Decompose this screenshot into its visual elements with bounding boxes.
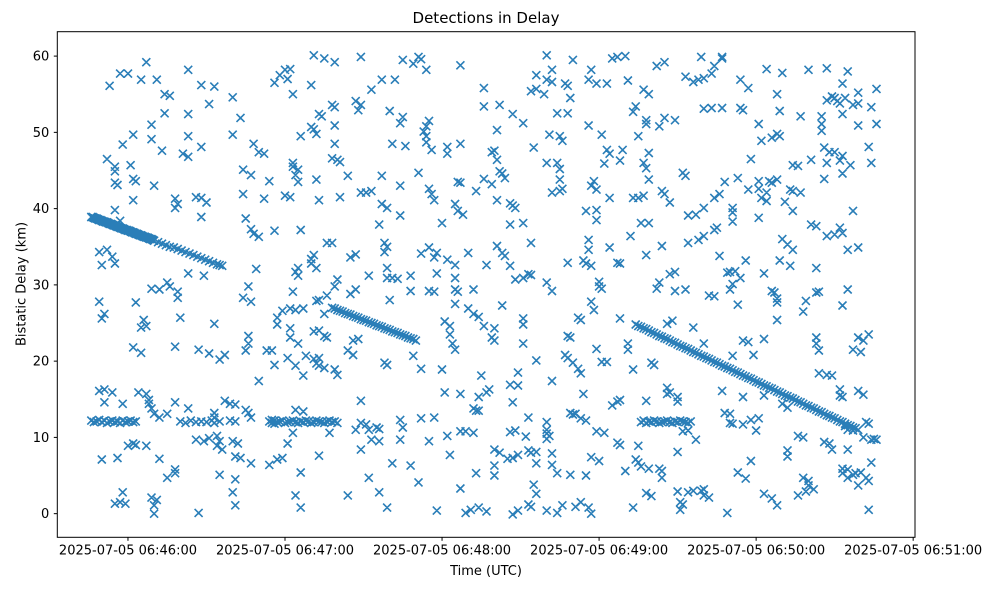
x-tick-label: 2025-07-05 06:50:00 xyxy=(687,543,825,558)
y-tick-label: 50 xyxy=(33,126,50,141)
x-axis-label: Time (UTC) xyxy=(450,564,522,579)
y-tick-label: 20 xyxy=(33,355,50,370)
x-tick-label: 2025-07-05 06:48:00 xyxy=(373,543,511,558)
y-tick-label: 0 xyxy=(41,507,49,522)
y-tick-label: 60 xyxy=(33,50,50,65)
y-tick-label: 10 xyxy=(33,431,50,446)
x-tick-label: 2025-07-05 06:46:00 xyxy=(59,543,197,558)
x-tick-label: 2025-07-05 06:47:00 xyxy=(216,543,354,558)
y-tick-label: 40 xyxy=(33,202,50,217)
x-tick-label: 2025-07-05 06:49:00 xyxy=(530,543,668,558)
y-tick-label: 30 xyxy=(33,278,50,293)
x-tick-label: 2025-07-05 06:51:00 xyxy=(844,543,982,558)
y-axis-label: Bistatic Delay (km) xyxy=(14,221,30,347)
scatter-points xyxy=(86,50,882,519)
chart-title: Detections in Delay xyxy=(412,9,560,27)
